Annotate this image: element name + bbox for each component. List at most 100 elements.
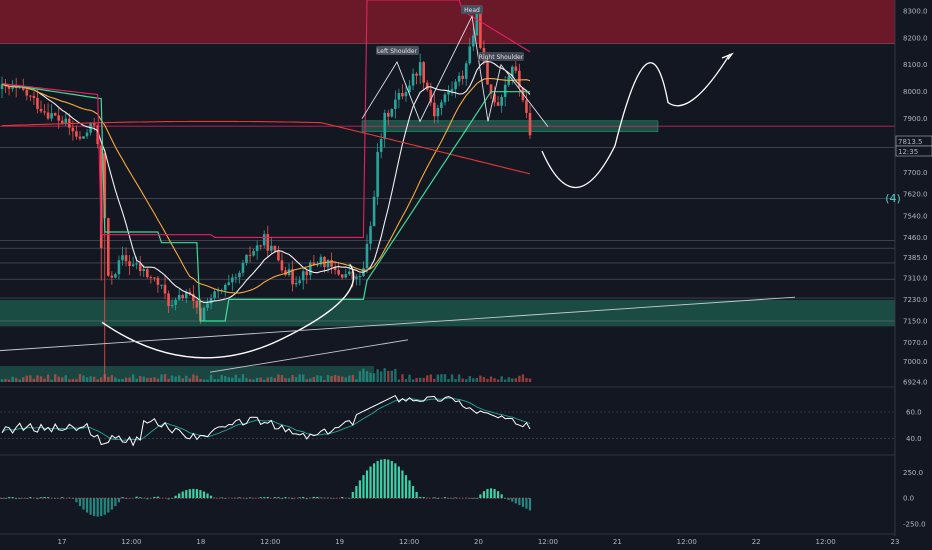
candle-body[interactable] bbox=[114, 274, 117, 278]
candle-body[interactable] bbox=[209, 298, 213, 304]
candle-body[interactable] bbox=[422, 62, 425, 83]
candle-body[interactable] bbox=[316, 264, 319, 266]
candle-body[interactable] bbox=[11, 86, 14, 89]
candle-body[interactable] bbox=[326, 260, 330, 268]
candle-body[interactable] bbox=[259, 245, 262, 247]
candle-body[interactable] bbox=[429, 89, 433, 103]
candle-body[interactable] bbox=[277, 250, 280, 261]
candle-body[interactable] bbox=[14, 86, 18, 88]
candle-body[interactable] bbox=[145, 269, 149, 278]
candle-body[interactable] bbox=[510, 66, 514, 77]
candle-body[interactable] bbox=[117, 260, 121, 275]
candle-body[interactable] bbox=[25, 89, 29, 96]
candle-body[interactable] bbox=[50, 113, 53, 119]
candle-body[interactable] bbox=[167, 293, 170, 306]
candle-body[interactable] bbox=[447, 91, 450, 95]
candle-body[interactable] bbox=[248, 254, 252, 256]
candle-body[interactable] bbox=[358, 276, 362, 278]
candle-body[interactable] bbox=[78, 136, 82, 139]
candle-body[interactable] bbox=[443, 94, 447, 103]
candle-body[interactable] bbox=[135, 263, 138, 265]
candle-body[interactable] bbox=[468, 46, 472, 64]
candle-body[interactable] bbox=[351, 271, 355, 279]
head-and-shoulders-outline[interactable] bbox=[361, 14, 549, 128]
candle-body[interactable] bbox=[216, 290, 220, 292]
candle-body[interactable] bbox=[188, 291, 192, 295]
candle-body[interactable] bbox=[195, 301, 199, 308]
candle-body[interactable] bbox=[418, 62, 422, 76]
candle-body[interactable] bbox=[457, 75, 461, 82]
candle-body[interactable] bbox=[7, 86, 11, 89]
candle-body[interactable] bbox=[291, 269, 294, 285]
candle-body[interactable] bbox=[408, 85, 411, 93]
candle-body[interactable] bbox=[138, 263, 142, 271]
candle-body[interactable] bbox=[503, 84, 507, 97]
candle-body[interactable] bbox=[270, 245, 273, 251]
candle-body[interactable] bbox=[32, 95, 36, 99]
candle-body[interactable] bbox=[301, 271, 305, 281]
candle-body[interactable] bbox=[280, 260, 284, 271]
candle-body[interactable] bbox=[319, 256, 323, 265]
candle-body[interactable] bbox=[156, 277, 160, 285]
candle-body[interactable] bbox=[107, 218, 110, 276]
candle-body[interactable] bbox=[262, 234, 266, 246]
candles-layer[interactable] bbox=[0, 8, 532, 379]
candle-body[interactable] bbox=[202, 307, 206, 322]
candle-body[interactable] bbox=[528, 112, 532, 136]
candle-body[interactable] bbox=[493, 93, 496, 103]
candle-body[interactable] bbox=[255, 245, 259, 252]
candle-body[interactable] bbox=[223, 284, 227, 291]
candle-body[interactable] bbox=[294, 283, 298, 285]
candle-body[interactable] bbox=[92, 122, 96, 126]
candle-body[interactable] bbox=[425, 82, 429, 90]
cup-curve[interactable] bbox=[101, 263, 355, 359]
candle-body[interactable] bbox=[46, 112, 50, 119]
candle-body[interactable] bbox=[75, 131, 78, 137]
candle-body[interactable] bbox=[174, 299, 177, 305]
candle-body[interactable] bbox=[514, 66, 518, 71]
candle-body[interactable] bbox=[518, 70, 521, 88]
candle-body[interactable] bbox=[60, 120, 64, 124]
candle-body[interactable] bbox=[82, 136, 85, 139]
candle-body[interactable] bbox=[440, 102, 443, 108]
candle-body[interactable] bbox=[415, 73, 418, 76]
candle-body[interactable] bbox=[433, 102, 436, 117]
candle-body[interactable] bbox=[124, 255, 128, 262]
candle-body[interactable] bbox=[96, 125, 99, 145]
candle-body[interactable] bbox=[379, 139, 383, 152]
candle-body[interactable] bbox=[450, 89, 454, 92]
candle-body[interactable] bbox=[347, 271, 351, 275]
candle-body[interactable] bbox=[177, 295, 181, 300]
candle-body[interactable] bbox=[252, 251, 255, 256]
candle-body[interactable] bbox=[181, 295, 185, 299]
candle-body[interactable] bbox=[333, 266, 337, 271]
candle-body[interactable] bbox=[305, 271, 309, 276]
candle-body[interactable] bbox=[39, 108, 43, 112]
candle-body[interactable] bbox=[500, 96, 503, 106]
candle-body[interactable] bbox=[29, 95, 32, 97]
candle-body[interactable] bbox=[479, 12, 482, 48]
candle-body[interactable] bbox=[110, 275, 114, 278]
candle-body[interactable] bbox=[184, 291, 188, 299]
candle-body[interactable] bbox=[160, 284, 163, 286]
candle-body[interactable] bbox=[266, 234, 270, 251]
candle-body[interactable] bbox=[43, 111, 46, 113]
candle-body[interactable] bbox=[273, 245, 277, 251]
candle-body[interactable] bbox=[461, 75, 464, 79]
candle-body[interactable] bbox=[284, 270, 287, 275]
candle-body[interactable] bbox=[376, 151, 379, 197]
candle-body[interactable] bbox=[170, 304, 174, 306]
candle-body[interactable] bbox=[394, 99, 397, 109]
candle-body[interactable] bbox=[0, 84, 4, 90]
candle-body[interactable] bbox=[36, 98, 39, 109]
candle-body[interactable] bbox=[142, 269, 146, 271]
candle-body[interactable] bbox=[298, 280, 301, 284]
candle-body[interactable] bbox=[486, 61, 489, 85]
candle-body[interactable] bbox=[464, 63, 468, 79]
candle-body[interactable] bbox=[401, 93, 404, 97]
candle-body[interactable] bbox=[245, 254, 248, 263]
candle-body[interactable] bbox=[386, 112, 390, 117]
candle-body[interactable] bbox=[53, 113, 57, 116]
